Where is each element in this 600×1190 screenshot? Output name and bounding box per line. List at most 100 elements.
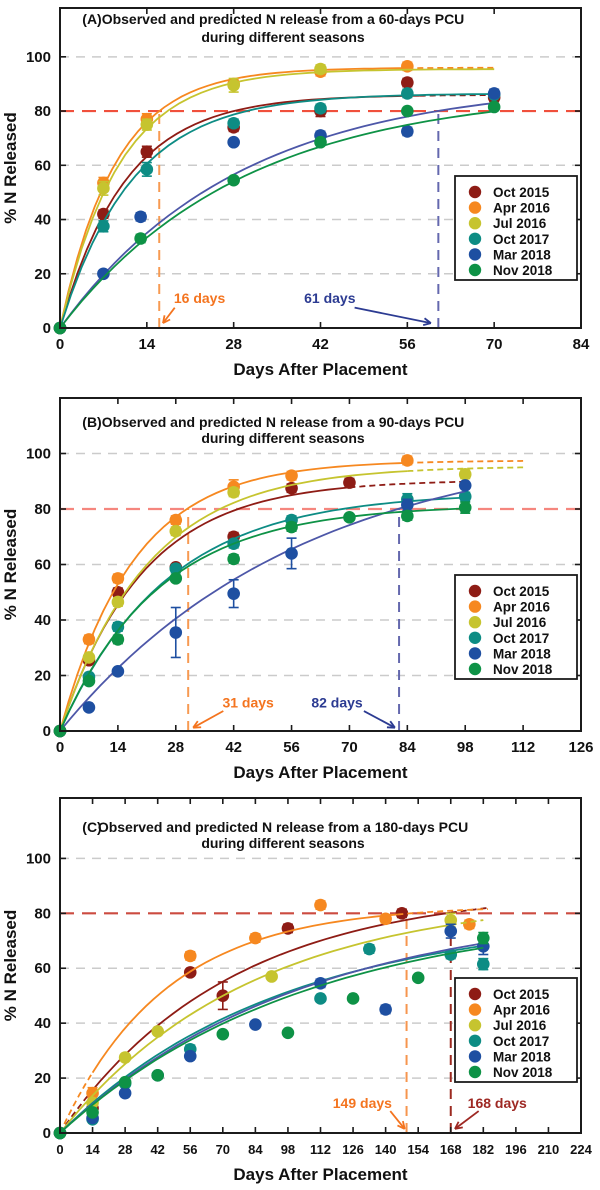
data-point [249, 931, 262, 945]
x-tick-label: 70 [486, 336, 503, 353]
x-tick-label: 84 [248, 1142, 263, 1157]
legend-item-nov-2018: Nov 2018 [468, 662, 553, 677]
series-jul-2016 [53, 912, 484, 1140]
legend-label: Nov 2018 [493, 263, 553, 278]
data-point [363, 942, 376, 956]
data-point [458, 468, 472, 481]
x-tick-label: 126 [342, 1142, 364, 1157]
data-point [487, 100, 501, 114]
x-tick-label: 42 [225, 739, 242, 756]
curve [91, 913, 398, 1074]
panel-title-line1: Observed and predicted N release from a … [98, 819, 468, 835]
annotation-arrowhead [454, 1126, 463, 1130]
legend-marker [468, 631, 482, 644]
y-tick-label: 80 [34, 905, 51, 922]
legend-marker [468, 185, 482, 199]
panel-b-chart: 0 14 28 42 56 70 84 98 112 126 0 20 40 60 80 100 (B) Obse… [1, 397, 594, 782]
x-axis-label: Days After Placement [233, 360, 408, 379]
annotation-arrowhead [192, 720, 199, 729]
data-point [82, 633, 96, 646]
curve [59, 942, 484, 1134]
legend-marker [468, 1050, 482, 1063]
legend-label: Oct 2015 [493, 185, 550, 200]
data-point [169, 572, 183, 585]
legend-label: Mar 2018 [493, 247, 551, 262]
data-point [118, 1086, 132, 1100]
data-point [458, 501, 472, 514]
series-nov-2018 [53, 501, 472, 738]
data-point [401, 87, 414, 100]
y-axis-label: % N Released [1, 112, 20, 224]
series-oct-2015 [53, 76, 501, 335]
annotation-168-days: 168 days [454, 1095, 527, 1130]
legend-marker [468, 1003, 482, 1016]
panel-b: 0 14 28 42 56 70 84 98 112 126 0 20 40 60 80 100 (B) Obse… [0, 392, 600, 790]
data-point [265, 970, 278, 983]
annotation-arrowhead [162, 318, 171, 324]
data-point [118, 1075, 132, 1089]
legend-marker [468, 1065, 482, 1079]
data-point [140, 145, 154, 159]
legend-item-oct-2017: Oct 2017 [468, 631, 549, 646]
x-tick-label: 28 [167, 739, 184, 756]
curve [59, 944, 484, 1134]
data-point [285, 547, 298, 560]
legend-label: Oct 2015 [493, 987, 550, 1002]
series-apr-2016 [53, 898, 489, 1140]
legend-marker [468, 201, 482, 214]
panel-title-line1: Observed and predicted N release from a … [102, 11, 465, 27]
y-tick-label: 20 [34, 266, 51, 283]
x-tick-label: 14 [138, 336, 155, 353]
x-tick-label: 140 [375, 1142, 397, 1157]
legend-marker [468, 248, 482, 261]
curve [59, 507, 466, 732]
data-point [379, 912, 392, 926]
data-point [249, 1018, 262, 1031]
data-point [216, 1027, 230, 1041]
legend-item-nov-2018: Nov 2018 [468, 263, 553, 278]
x-tick-label: 112 [310, 1142, 331, 1157]
data-point [227, 587, 240, 600]
legend-label: Mar 2018 [493, 646, 551, 661]
annotation-arrow [454, 1110, 480, 1130]
panel-title-line2: during different seasons [201, 430, 365, 446]
legend-label: Oct 2017 [493, 232, 549, 247]
y-tick-label: 0 [43, 320, 51, 337]
legend-label: Mar 2018 [493, 1049, 551, 1064]
annotation-arrowhead [454, 1121, 460, 1130]
series-oct-2017 [53, 87, 501, 335]
data-point [458, 490, 472, 503]
data-point [169, 626, 183, 639]
x-axis-label: Days After Placement [233, 763, 408, 782]
series-mar-2018 [53, 87, 501, 335]
data-point [314, 102, 327, 115]
legend-marker [468, 263, 482, 277]
x-tick-label: 0 [56, 739, 64, 756]
data-point [183, 949, 197, 963]
data-point [343, 476, 356, 489]
axis-ticks [59, 398, 582, 732]
data-point [140, 163, 154, 176]
x-tick-label: 70 [216, 1142, 230, 1157]
x-axis-label: Days After Placement [233, 1165, 408, 1184]
legend-item-jul-2016: Jul 2016 [468, 615, 547, 630]
data-point [227, 78, 240, 92]
panel-title-line2: during different seasons [201, 835, 365, 851]
legend-label: Jul 2016 [493, 615, 547, 630]
annotation-arrow [192, 710, 224, 729]
curve [59, 924, 451, 1134]
annotation-text: 168 days [468, 1095, 527, 1111]
annotation-arrow [162, 307, 176, 324]
x-tick-label: 154 [407, 1142, 429, 1157]
data-point [111, 595, 125, 609]
data-point [401, 104, 414, 118]
legend-marker [468, 600, 482, 613]
annotation-arrowhead [423, 317, 432, 324]
curve-dashed [407, 460, 524, 464]
data-point [477, 931, 490, 945]
data-point [111, 620, 125, 634]
data-point [458, 479, 472, 492]
annotation-82-days: 82 days [311, 694, 396, 729]
data-point [82, 674, 96, 688]
